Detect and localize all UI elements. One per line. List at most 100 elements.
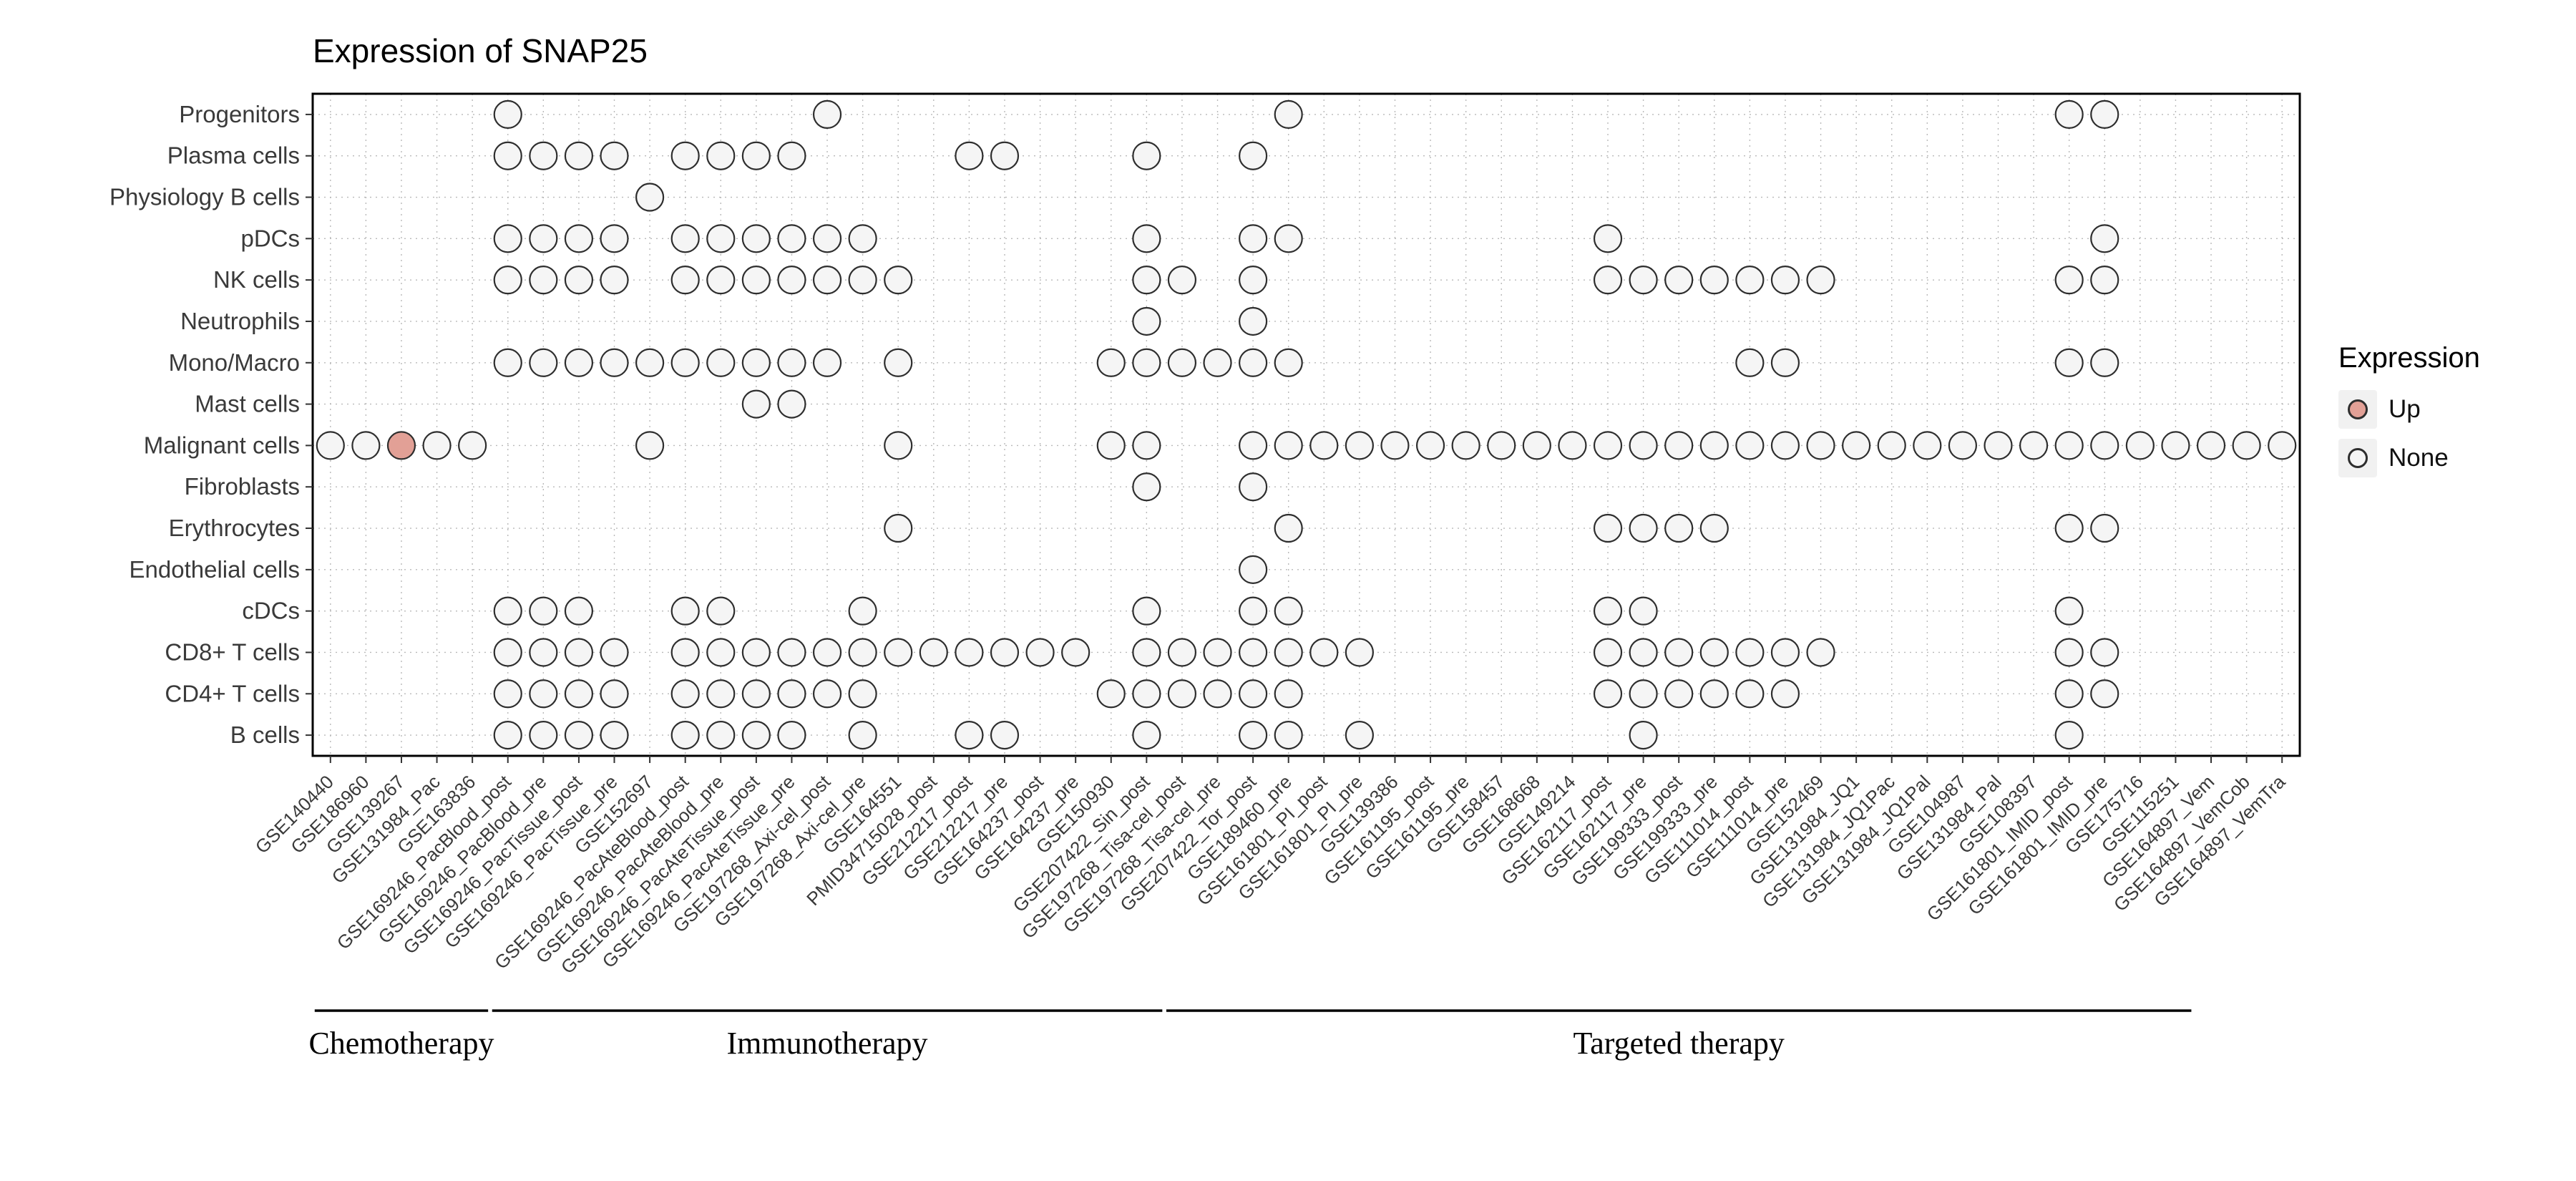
- legend-item-none: None: [2338, 439, 2480, 477]
- dot-none: [493, 638, 522, 667]
- legend-item-label: None: [2389, 444, 2449, 472]
- dot-none: [1132, 224, 1161, 253]
- dot-none: [1735, 431, 1765, 460]
- dot-none: [1274, 638, 1303, 667]
- expression-legend: Expression Up None: [2338, 342, 2480, 487]
- dot-none: [706, 348, 736, 377]
- dot-none: [600, 266, 629, 295]
- dot-none: [1593, 596, 1623, 626]
- dot-none: [1239, 348, 1268, 377]
- dot-none: [848, 679, 877, 709]
- dot-none: [884, 266, 913, 295]
- dot-none: [493, 224, 522, 253]
- dot-none: [493, 596, 522, 626]
- dot-none: [1345, 720, 1374, 750]
- dot-none: [670, 596, 700, 626]
- dot-none: [2054, 513, 2084, 543]
- dot-none: [1629, 720, 1658, 750]
- dot-none: [600, 141, 629, 170]
- dot-up: [386, 431, 416, 460]
- dot-none: [2054, 266, 2084, 295]
- dot-none: [1699, 431, 1729, 460]
- dot-none: [741, 224, 771, 253]
- dot-none: [2054, 679, 2084, 709]
- dot-none: [670, 348, 700, 377]
- dot-none: [1629, 431, 1658, 460]
- dot-none: [1167, 348, 1197, 377]
- dot-none: [1274, 431, 1303, 460]
- dot-none: [1629, 638, 1658, 667]
- dot-none: [706, 596, 736, 626]
- dot-none: [955, 141, 984, 170]
- dot-none: [777, 720, 806, 750]
- y-axis-label: pDCs: [240, 225, 300, 251]
- dot-none: [1842, 431, 1871, 460]
- y-axis-label: Mast cells: [195, 391, 300, 417]
- dot-none: [812, 679, 842, 709]
- dot-none: [2054, 348, 2084, 377]
- dot-none: [1239, 141, 1268, 170]
- dot-none: [848, 224, 877, 253]
- dot-none: [777, 224, 806, 253]
- dot-none: [1239, 596, 1268, 626]
- dot-none: [1770, 431, 1800, 460]
- dot-none: [1274, 720, 1303, 750]
- dot-none: [1487, 431, 1516, 460]
- dot-none: [564, 141, 594, 170]
- dot-none: [2196, 431, 2226, 460]
- legend-circle-icon: [2348, 399, 2368, 419]
- dot-none: [1522, 431, 1551, 460]
- dot-none: [884, 348, 913, 377]
- dot-none: [1239, 306, 1268, 336]
- y-axis-label: Plasma cells: [167, 142, 300, 169]
- dot-none: [670, 638, 700, 667]
- dot-none: [600, 638, 629, 667]
- dot-none: [1593, 224, 1623, 253]
- dot-none: [1132, 266, 1161, 295]
- dot-none: [564, 224, 594, 253]
- y-axis-label: CD4+ T cells: [165, 680, 300, 706]
- dot-none: [564, 348, 594, 377]
- dot-none: [1664, 638, 1694, 667]
- dot-none: [1629, 266, 1658, 295]
- legend-item-up: Up: [2338, 390, 2480, 429]
- dot-none: [1025, 638, 1055, 667]
- y-axis-label: Fibroblasts: [185, 473, 300, 500]
- dot-none: [564, 596, 594, 626]
- dot-none: [2019, 431, 2049, 460]
- dot-none: [1132, 141, 1161, 170]
- dot-none: [529, 638, 558, 667]
- dot-none: [2268, 431, 2297, 460]
- legend-key: [2338, 439, 2377, 477]
- dot-none: [741, 679, 771, 709]
- legend-item-label: Up: [2389, 395, 2421, 423]
- dot-none: [2161, 431, 2190, 460]
- dot-none: [990, 638, 1020, 667]
- dot-none: [741, 266, 771, 295]
- dot-none: [1629, 513, 1658, 543]
- dot-none: [670, 224, 700, 253]
- dot-none: [1061, 638, 1091, 667]
- dot-none: [1203, 638, 1232, 667]
- panel-border: [311, 92, 2301, 757]
- dot-none: [1629, 596, 1658, 626]
- dot-none: [1735, 679, 1765, 709]
- dot-none: [706, 266, 736, 295]
- dot-none: [529, 141, 558, 170]
- dot-none: [422, 431, 452, 460]
- dot-none: [1239, 472, 1268, 502]
- therapy-group-label: Chemotherapy: [308, 1026, 494, 1061]
- dot-none: [812, 638, 842, 667]
- dot-none: [600, 348, 629, 377]
- dot-none: [1239, 224, 1268, 253]
- dot-none: [1132, 638, 1161, 667]
- dot-none: [848, 266, 877, 295]
- dot-none: [2090, 348, 2119, 377]
- dot-none: [706, 638, 736, 667]
- dot-none: [1735, 348, 1765, 377]
- dot-none: [1096, 431, 1126, 460]
- dot-none: [493, 266, 522, 295]
- chart-title: Expression of SNAP25: [313, 32, 648, 69]
- dot-none: [1167, 266, 1197, 295]
